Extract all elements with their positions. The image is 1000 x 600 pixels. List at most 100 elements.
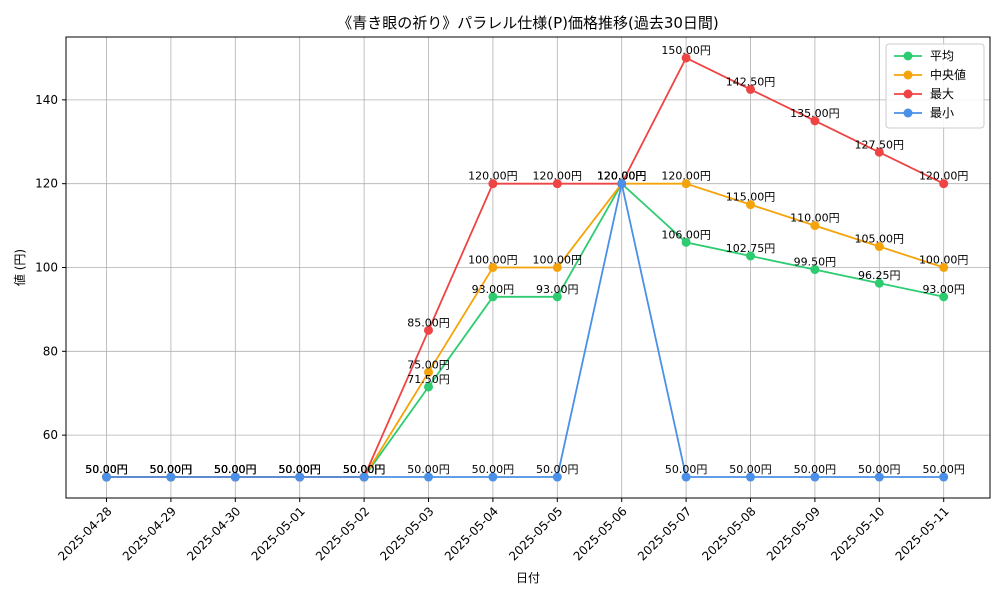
x-tick-label: 2025-05-05 <box>506 504 565 563</box>
data-point <box>939 292 949 302</box>
data-label: 93.00円 <box>536 283 579 296</box>
x-tick-label: 2025-05-02 <box>313 504 372 563</box>
data-label: 100.00円 <box>919 254 969 267</box>
data-label: 120.00円 <box>597 170 647 183</box>
data-point <box>746 472 755 482</box>
x-tick-label: 2025-05-09 <box>764 504 823 563</box>
data-point <box>874 278 884 288</box>
data-point <box>746 251 755 261</box>
x-tick-label: 2025-05-04 <box>442 504 501 563</box>
data-label: 50.00円 <box>729 463 772 476</box>
data-label: 127.50円 <box>855 138 905 151</box>
data-label: 102.75円 <box>726 242 776 255</box>
legend-marker <box>903 89 913 99</box>
plot-frame <box>65 36 991 499</box>
legend-box <box>885 43 985 129</box>
data-point <box>874 147 884 157</box>
data-point <box>746 200 755 210</box>
data-label: 50.00円 <box>278 463 321 476</box>
data-label: 115.00円 <box>726 191 776 204</box>
data-point <box>874 242 884 252</box>
data-point <box>424 367 433 377</box>
x-tick-label: 2025-04-28 <box>55 504 114 563</box>
data-label: 50.00円 <box>85 463 128 476</box>
data-point <box>939 179 949 189</box>
y-tick-label: 100 <box>35 261 58 275</box>
data-label: 50.00円 <box>214 463 257 476</box>
data-point <box>746 84 755 94</box>
data-label: 105.00円 <box>855 233 905 246</box>
x-tick-label: 2025-04-30 <box>184 504 243 563</box>
data-label: 50.00円 <box>343 463 386 476</box>
data-label: 50.00円 <box>150 463 193 476</box>
data-point <box>681 179 691 189</box>
data-point <box>488 179 498 189</box>
x-tick-label: 2025-05-07 <box>635 504 694 563</box>
data-label: 85.00円 <box>407 316 450 329</box>
x-tick-label: 2025-05-11 <box>893 504 952 563</box>
data-label: 120.00円 <box>597 170 647 183</box>
data-label: 120.00円 <box>533 170 583 183</box>
data-label: 75.00円 <box>407 358 450 371</box>
data-point <box>810 221 820 231</box>
data-label: 50.00円 <box>278 463 321 476</box>
data-point <box>681 472 691 482</box>
data-label: 99.50円 <box>794 256 837 269</box>
x-tick-label: 2025-05-03 <box>377 504 436 563</box>
data-point <box>939 263 949 272</box>
data-point <box>102 472 111 482</box>
data-label: 50.00円 <box>794 463 837 476</box>
data-label: 50.00円 <box>278 463 321 476</box>
data-point <box>810 472 820 482</box>
data-label: 50.00円 <box>665 463 708 476</box>
data-label: 50.00円 <box>343 463 386 476</box>
data-point <box>810 265 820 275</box>
data-label: 120.00円 <box>919 170 969 183</box>
data-label: 50.00円 <box>278 463 321 476</box>
data-label: 50.00円 <box>150 463 193 476</box>
data-label: 96.25円 <box>858 269 901 282</box>
data-point <box>810 116 820 126</box>
y-tick-label: 120 <box>35 177 58 191</box>
data-point <box>424 325 433 335</box>
x-axis-label: 日付 <box>516 571 540 585</box>
legend-label: 最小 <box>930 106 954 120</box>
data-label: 100.00円 <box>468 254 518 267</box>
y-tick-label: 80 <box>43 344 58 358</box>
y-tick-label: 140 <box>35 93 58 107</box>
data-label: 110.00円 <box>790 212 840 225</box>
data-label: 93.00円 <box>472 283 515 296</box>
data-label: 50.00円 <box>85 463 128 476</box>
x-tick-label: 2025-04-29 <box>120 504 179 563</box>
data-label: 71.50円 <box>407 373 450 386</box>
data-label: 50.00円 <box>536 463 579 476</box>
data-label: 150.00円 <box>661 44 711 57</box>
data-label: 50.00円 <box>472 463 515 476</box>
data-label: 120.00円 <box>597 170 647 183</box>
x-tick-label: 2025-05-01 <box>249 504 308 563</box>
data-label: 50.00円 <box>85 463 128 476</box>
data-point <box>424 382 433 392</box>
data-label: 50.00円 <box>150 463 193 476</box>
data-point <box>488 263 498 272</box>
data-label: 50.00円 <box>150 463 193 476</box>
data-label: 50.00円 <box>343 463 386 476</box>
x-tick-label: 2025-05-10 <box>828 504 887 563</box>
data-point <box>359 472 369 482</box>
data-label: 50.00円 <box>214 463 257 476</box>
data-point <box>552 179 562 189</box>
legend-marker <box>903 108 913 118</box>
data-label: 120.00円 <box>661 170 711 183</box>
data-label: 50.00円 <box>214 463 257 476</box>
data-label: 50.00円 <box>922 463 965 476</box>
data-label: 120.00円 <box>468 170 518 183</box>
data-label: 135.00円 <box>790 107 840 120</box>
data-point <box>552 263 562 272</box>
data-label: 142.50円 <box>726 75 776 88</box>
chart-title: 《青き眼の祈り》パラレル仕様(P)価格推移(過去30日間) <box>337 14 719 32</box>
legend-label: 最大 <box>930 87 954 101</box>
data-point <box>617 179 627 189</box>
legend-label: 平均 <box>930 49 954 63</box>
data-point <box>552 472 562 482</box>
